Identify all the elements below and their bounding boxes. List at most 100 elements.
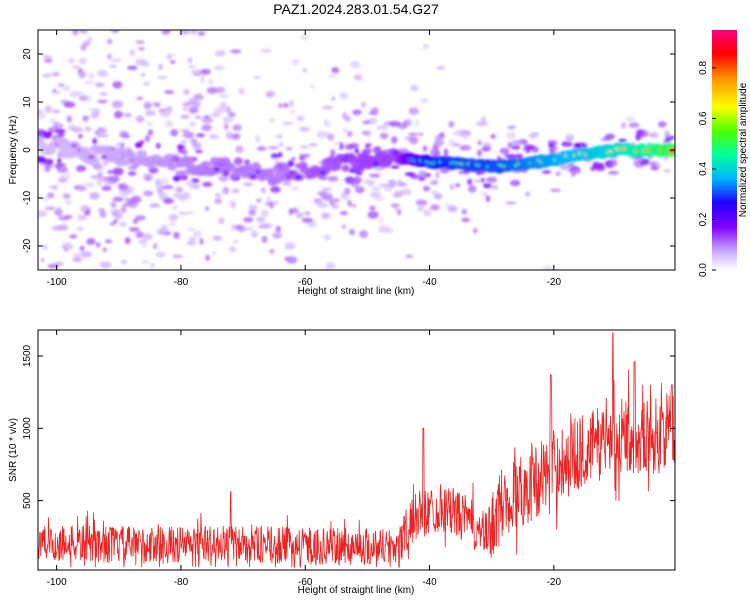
spectrogram-cell xyxy=(127,171,137,176)
spectrogram-cell xyxy=(155,180,164,188)
spectrogram-cell xyxy=(289,207,299,214)
y-tick-label: -20 xyxy=(22,238,33,253)
spectrogram-cell xyxy=(44,59,53,63)
spectrogram-cell xyxy=(191,183,201,189)
spectrogram-ridge-cell xyxy=(43,145,56,156)
spectrogram-cell xyxy=(77,185,87,192)
spectrogram-cell xyxy=(483,142,492,148)
spectrogram-cell xyxy=(111,100,124,109)
spectrogram-cell xyxy=(84,210,91,216)
spectrogram-cell xyxy=(368,173,381,178)
spectrogram-cell xyxy=(525,191,531,197)
spectrogram-cell xyxy=(147,129,153,136)
spectrogram-cell xyxy=(141,260,150,264)
spectrogram-cell xyxy=(150,262,155,269)
spectrogram-cell xyxy=(102,160,109,166)
spectrogram-cell xyxy=(391,136,398,144)
colorbar-tick-label: 0.0 xyxy=(698,263,709,277)
spectrogram-cell xyxy=(477,140,483,146)
spectrogram-cell xyxy=(291,59,300,65)
spectrogram-cell xyxy=(607,170,620,175)
spectrogram-cell xyxy=(300,156,305,160)
spectrogram-cell xyxy=(452,142,461,147)
spectrogram-cell xyxy=(160,110,171,118)
spectrogram-cell xyxy=(52,88,57,94)
spectrogram-cell xyxy=(187,65,197,69)
spectrogram-cell xyxy=(82,115,89,122)
spectrogram-cell xyxy=(269,248,274,254)
spectrogram-cell xyxy=(121,205,127,214)
spectrogram-cell xyxy=(261,235,268,244)
spectrogram-cell xyxy=(490,134,496,139)
spectrogram-cell xyxy=(304,211,311,216)
spectrogram-cell xyxy=(253,75,261,79)
spectrogram-cell xyxy=(135,115,145,123)
spectrogram-cell xyxy=(50,185,59,190)
spectrogram-x-axis: -100 -80 -60 -40 -20 xyxy=(47,30,561,288)
spectrogram-cell xyxy=(57,168,68,173)
spectrogram-cell xyxy=(461,208,468,215)
spectrogram-cell xyxy=(420,98,430,103)
spectrogram-cell xyxy=(367,210,379,219)
spectrogram-cell xyxy=(243,182,253,186)
spectrogram-ridge-cell xyxy=(226,162,236,172)
spectrogram-cell xyxy=(282,102,289,108)
spectrogram-cell xyxy=(324,132,331,139)
spectrogram-cell xyxy=(79,245,85,252)
spectrogram-cell xyxy=(180,114,190,119)
spectrogram-cell xyxy=(299,126,310,132)
spectrogram-cell xyxy=(223,122,229,130)
spectrogram-cell xyxy=(229,200,236,209)
spectrogram-cell xyxy=(339,142,344,151)
spectrogram-cell xyxy=(38,163,47,167)
spectrogram-cell xyxy=(316,130,326,139)
spectrogram-cell xyxy=(414,119,420,127)
spectrogram-cell xyxy=(72,258,82,263)
spectrogram-cell xyxy=(112,167,124,176)
spectrogram-cell xyxy=(327,175,339,182)
spectrogram-cell xyxy=(244,159,251,164)
spectrogram-ridge-cell xyxy=(278,164,290,174)
spectrogram-cell xyxy=(213,66,225,70)
spectrogram-cell xyxy=(206,86,218,95)
spectrogram-cell xyxy=(80,251,93,258)
spectrogram-cell xyxy=(458,170,466,175)
spectrogram-cell xyxy=(476,121,488,126)
spectrogram-cell xyxy=(222,186,230,195)
spectrogram-cell xyxy=(67,316,71,323)
spectrogram-cell xyxy=(65,200,72,205)
spectrogram-cell xyxy=(44,55,53,61)
spectrogram-ridge-peak xyxy=(214,167,220,172)
spectrogram-cell xyxy=(78,57,88,65)
spectrogram-cell xyxy=(127,165,138,171)
spectrogram-cell xyxy=(72,30,79,36)
spectrogram-cell xyxy=(525,145,531,154)
spectrogram-cell xyxy=(658,121,667,128)
spectrogram-cell xyxy=(158,281,162,285)
spectrogram-cell xyxy=(222,116,234,123)
spectrogram-cell xyxy=(160,296,166,304)
spectrogram-cell xyxy=(436,65,446,71)
spectrogram-cell xyxy=(404,172,416,177)
spectrogram-cell xyxy=(188,98,197,105)
spectrogram-cell xyxy=(135,40,145,44)
spectrogram-cell xyxy=(38,112,46,120)
spectrogram-cell xyxy=(571,169,582,175)
spectrogram-cell xyxy=(55,128,66,134)
spectrogram-cell xyxy=(201,124,212,131)
spectrogram-cell xyxy=(86,238,96,245)
spectrogram-cell xyxy=(455,183,461,188)
spectrogram-cell xyxy=(443,148,449,157)
y-tick-label: 1000 xyxy=(22,417,33,440)
spectrogram-cell xyxy=(339,92,349,99)
spectrogram-cell xyxy=(160,224,169,233)
spectrogram-cell xyxy=(362,148,373,154)
spectrogram-cell xyxy=(182,131,195,139)
spectrogram-cell xyxy=(203,115,211,119)
spectrogram-cell xyxy=(143,190,154,197)
colorbar-gradient xyxy=(712,30,737,270)
spectrogram-cell xyxy=(275,225,281,233)
spectrogram-cell xyxy=(199,237,204,245)
spectrogram-cell xyxy=(143,173,154,181)
spectrogram-cell xyxy=(52,224,63,231)
